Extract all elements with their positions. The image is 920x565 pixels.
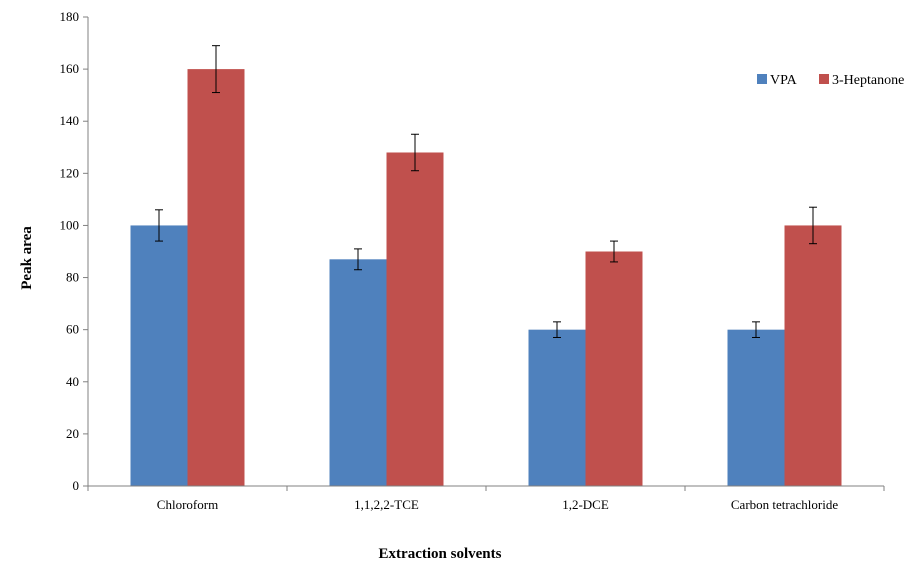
legend: VPA 3-Heptanone [757,73,904,88]
x-tick-label-2: 1,2-DCE [562,497,609,512]
bar-vpa-1 [329,259,387,486]
bars-layer [130,69,842,486]
x-axis-title: Extraction solvents [379,546,502,562]
bar-3-heptanone-2 [585,251,643,486]
y-tick-label-1: 20 [66,426,79,441]
y-tick-label-2: 40 [66,374,79,389]
legend-swatch-vpa [757,74,767,84]
x-tick-label-3: Carbon tetrachloride [731,497,838,512]
y-axis-title: Peak area [19,226,35,290]
y-tick-label-3: 60 [66,322,79,337]
axes-layer: Chloroform 1,1,2,2-TCE 1,2-DCE Carbon tetra… [60,9,885,512]
bar-3-heptanone-3 [784,225,842,486]
bar-3-heptanone-1 [386,152,444,486]
y-tick-label-9: 180 [60,9,80,24]
x-tick-label-1: 1,1,2,2-TCE [354,497,419,512]
legend-label-3-heptanone: 3-Heptanone [832,73,904,88]
legend-label-vpa: VPA [770,73,798,88]
legend-swatch-3-heptanone [819,74,829,84]
bar-vpa-2 [528,329,586,486]
error-bars-layer [155,45,817,338]
y-tick-label-4: 80 [66,270,79,285]
y-tick-label-0: 0 [73,478,80,493]
bar-vpa-0 [130,225,188,486]
bar-3-heptanone-0 [187,69,245,486]
y-tick-label-5: 100 [60,217,80,232]
y-tick-label-6: 120 [60,165,80,180]
y-tick-label-8: 160 [60,61,80,76]
y-tick-label-7: 140 [60,113,80,128]
bar-vpa-3 [727,329,785,486]
x-tick-label-0: Chloroform [157,497,218,512]
